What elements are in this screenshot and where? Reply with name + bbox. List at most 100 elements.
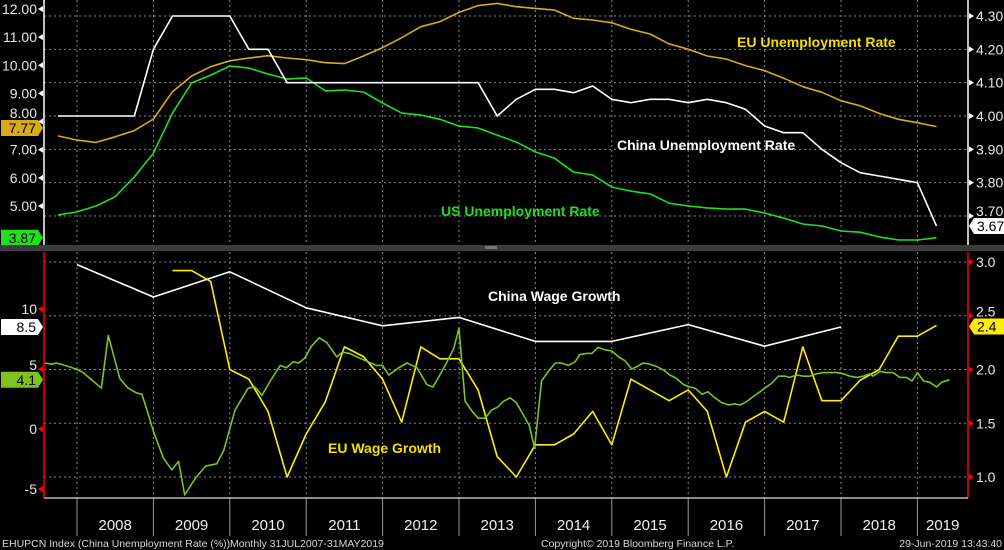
left-axis-tick-label: 5 <box>29 357 37 373</box>
value-tags: 7.77 3.87 3.67 8.5 2.4 4.1 <box>1 120 1004 388</box>
x-axis-year-label: 2015 <box>633 517 666 534</box>
tick-marker-icon <box>969 146 974 153</box>
value-tag-box <box>969 217 1004 234</box>
x-axis-year-label: 2014 <box>557 517 590 534</box>
x-axis-year-label: 2016 <box>710 517 743 534</box>
x-axis-year-label: 2010 <box>251 517 284 534</box>
us-unemp-value-tag: 3.87 <box>1 229 43 246</box>
right-axis-tick-label: 3.80 <box>976 175 1003 191</box>
tick-marker-icon <box>969 46 974 53</box>
series-lines <box>44 2 950 496</box>
eu-unemp-value-tag: 7.77 <box>1 120 43 137</box>
right-axis-tick-label: 1.5 <box>976 415 996 431</box>
value-tag-box <box>969 318 1004 335</box>
tick-marker-icon <box>969 79 974 86</box>
tick-marker-icon <box>38 426 43 432</box>
left-axis-tick-label: 9.00 <box>10 85 37 101</box>
tick-marker-icon <box>969 366 974 373</box>
green-series-line <box>44 327 950 496</box>
left-axis-tick-label: 10.00 <box>2 57 37 73</box>
left-axis-tick-label: 7.00 <box>10 142 37 158</box>
right-axis-tick-label: 3.70 <box>976 203 1003 219</box>
tick-marker-icon <box>38 202 43 209</box>
tick-marker-icon <box>38 6 43 12</box>
eu-unemp-line <box>57 2 937 144</box>
tick-marker-icon <box>38 118 43 125</box>
china-unemployment-label: China Unemployment Rate <box>617 137 795 153</box>
x-axis-year-label: 2017 <box>786 517 819 534</box>
eu-wage-line <box>172 269 937 478</box>
china-wage-value-tag: 8.5 <box>1 319 43 335</box>
x-axis-year-label: 2019 <box>926 517 959 534</box>
right-axis-tick-label: 2.5 <box>976 304 996 320</box>
tick-marker-icon <box>38 34 43 41</box>
axes: 12.00 11.00 10.00 9.00 8.00 7.00 6.00 5.00 4.30 4… <box>2 0 1003 536</box>
tick-marker-icon <box>969 474 974 480</box>
tick-marker-icon <box>38 174 43 181</box>
tick-marker-icon <box>969 112 974 119</box>
right-axis-tick-label: 4.20 <box>976 41 1003 57</box>
value-tag-label: 4.1 <box>17 372 37 388</box>
china-wage-line <box>76 263 842 348</box>
footer-ticker: EHUPCN Index (China Unemployment Rate (%… <box>2 538 230 550</box>
panel-divider[interactable] <box>0 245 1004 251</box>
panel-divider-handle[interactable] <box>485 246 497 249</box>
left-axis-tick-label: 8.00 <box>10 105 37 121</box>
tick-marker-icon <box>38 146 43 153</box>
value-tag-box <box>1 319 43 335</box>
china-unemp-value-tag: 3.67 <box>969 217 1004 234</box>
x-axis-year-label: 2009 <box>175 517 208 534</box>
tick-marker-icon <box>38 486 43 492</box>
footer-copyright: Copyright© 2019 Bloomberg Finance L.P. <box>541 538 734 550</box>
x-axis-year-label: 2012 <box>404 517 437 534</box>
footer-period: Monthly 31JUL2007-31MAY2019 <box>230 538 384 550</box>
china-wage-growth-label: China Wage Growth <box>488 288 620 304</box>
tick-marker-icon <box>38 62 43 69</box>
left-axis-tick-label: 0 <box>29 421 37 437</box>
value-tag-label: 3.87 <box>9 230 36 246</box>
x-axis-year-label: 2008 <box>99 517 132 534</box>
tick-marker-icon <box>969 13 974 19</box>
right-axis-tick-label: 2.0 <box>976 362 996 378</box>
value-tag-label: 2.4 <box>977 319 997 335</box>
left-axis-tick-label: 11.00 <box>3 29 37 45</box>
value-tag-label: 3.67 <box>977 218 1004 234</box>
tick-marker-icon <box>38 90 43 97</box>
left-axis-tick-label: 10 <box>21 301 37 317</box>
tick-marker-icon <box>38 306 43 312</box>
left-axis-tick-label: -5 <box>25 481 38 497</box>
right-axis-tick-label: 3.0 <box>976 254 996 270</box>
tick-marker-icon <box>969 259 974 265</box>
right-axis-tick-label: 3.90 <box>976 141 1003 157</box>
x-axis-year-label: 2018 <box>863 517 896 534</box>
right-axis-tick-label: 4.10 <box>976 75 1003 91</box>
left-axis-tick-label: 5.00 <box>10 198 37 214</box>
tick-marker-icon <box>969 420 974 427</box>
right-axis-tick-label: 4.00 <box>976 108 1003 124</box>
tick-marker-icon <box>969 312 974 319</box>
value-tag-box <box>1 120 43 137</box>
us-unemployment-label: US Unemployment Rate <box>441 203 600 219</box>
left-axis-tick-label: 12.00 <box>2 1 37 17</box>
green-series-value-tag: 4.1 <box>1 371 43 388</box>
eu-wage-value-tag: 2.4 <box>969 318 1004 335</box>
tick-marker-icon <box>38 366 43 372</box>
right-axis-tick-label: 1.0 <box>976 469 996 485</box>
tick-marker-icon <box>969 212 974 219</box>
us-unemp-line <box>57 65 937 241</box>
value-tag-box <box>1 229 43 246</box>
china-unemp-line <box>57 15 938 227</box>
eu-unemployment-label: EU Unemployment Rate <box>737 34 896 50</box>
x-axis-year-label: 2011 <box>328 517 360 534</box>
value-tag-label: 7.77 <box>9 120 36 136</box>
tick-marker-icon <box>969 179 974 186</box>
footer-timestamp: 29-Jun-2019 13:43:40 <box>899 538 1002 550</box>
value-tag-box <box>1 371 43 388</box>
gridlines <box>44 0 968 498</box>
right-axis-tick-label: 4.30 <box>976 8 1003 24</box>
x-axis-year-label: 2013 <box>481 517 514 534</box>
value-tag-label: 8.5 <box>17 319 37 335</box>
left-axis-tick-label: 6.00 <box>10 170 37 186</box>
